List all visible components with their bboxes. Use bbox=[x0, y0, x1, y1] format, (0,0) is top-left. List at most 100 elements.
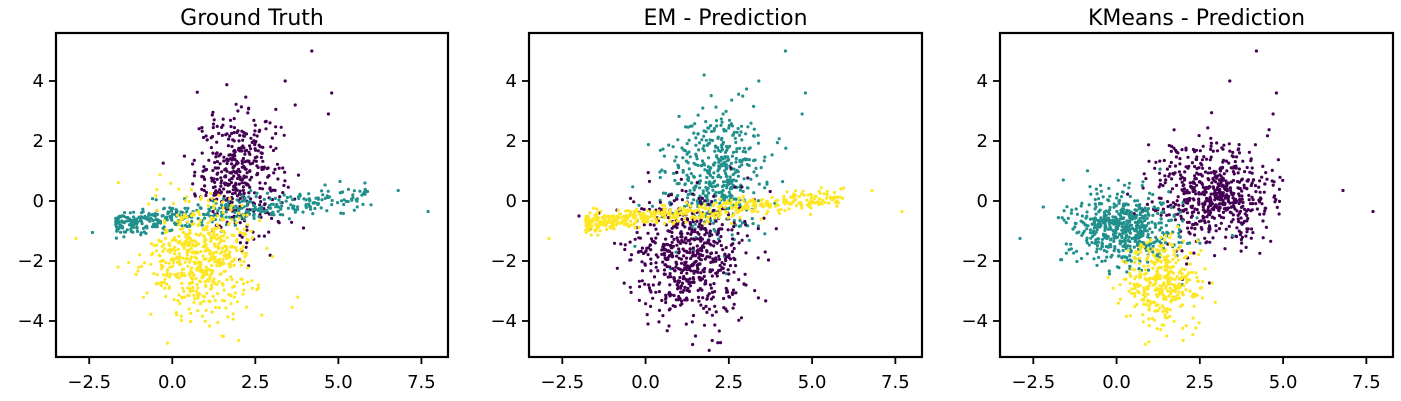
scatter-point bbox=[724, 202, 728, 206]
scatter-point bbox=[1116, 301, 1120, 305]
scatter-point bbox=[1097, 197, 1101, 201]
scatter-point bbox=[245, 228, 249, 232]
scatter-point bbox=[661, 147, 665, 151]
scatter-point bbox=[720, 192, 724, 196]
scatter-point bbox=[654, 261, 658, 265]
scatter-point bbox=[196, 286, 200, 290]
scatter-point bbox=[1095, 243, 1100, 248]
scatter-point bbox=[234, 182, 238, 187]
scatter-point bbox=[629, 253, 634, 257]
scatter-point bbox=[1157, 259, 1162, 263]
scatter-point bbox=[225, 132, 229, 136]
scatter-point bbox=[750, 217, 754, 221]
scatter-point bbox=[741, 194, 745, 199]
scatter-point bbox=[1119, 195, 1124, 199]
scatter-point bbox=[1145, 257, 1149, 262]
scatter-point bbox=[1137, 291, 1141, 295]
scatter-point bbox=[706, 165, 711, 169]
scatter-point bbox=[217, 306, 221, 310]
scatter-point bbox=[1151, 192, 1155, 197]
scatter-point bbox=[629, 223, 634, 227]
scatter-point bbox=[1276, 158, 1280, 162]
scatter-point bbox=[628, 196, 633, 200]
scatter-point bbox=[623, 243, 627, 247]
scatter-point bbox=[621, 220, 625, 224]
scatter-point bbox=[258, 203, 262, 207]
scatter-point bbox=[606, 215, 611, 219]
scatter-point bbox=[252, 133, 256, 137]
scatter-point bbox=[215, 233, 219, 237]
scatter-point bbox=[230, 144, 234, 149]
scatter-point bbox=[169, 258, 173, 262]
scatter-point bbox=[732, 270, 736, 274]
scatter-point bbox=[224, 223, 229, 227]
scatter-point bbox=[1116, 178, 1120, 182]
scatter-point bbox=[1112, 239, 1116, 243]
scatter-point bbox=[1250, 227, 1254, 231]
scatter-point bbox=[870, 188, 874, 193]
scatter-point bbox=[194, 276, 198, 281]
scatter-point bbox=[1257, 185, 1261, 189]
scatter-point bbox=[680, 217, 684, 221]
scatter-point bbox=[277, 166, 281, 170]
scatter-point bbox=[232, 174, 236, 178]
scatter-point bbox=[699, 303, 703, 307]
scatter-point bbox=[1277, 199, 1282, 203]
scatter-point bbox=[215, 264, 219, 268]
scatter-point bbox=[168, 206, 172, 210]
scatter-point bbox=[215, 124, 219, 128]
scatter-point bbox=[705, 241, 709, 245]
scatter-point bbox=[218, 162, 222, 166]
scatter-point bbox=[723, 252, 727, 256]
scatter-point bbox=[733, 136, 737, 140]
scatter-point bbox=[807, 204, 811, 208]
scatter-point bbox=[805, 198, 809, 202]
scatter-point bbox=[180, 281, 184, 285]
scatter-point bbox=[1176, 293, 1180, 297]
scatter-point bbox=[758, 203, 763, 207]
scatter-point bbox=[723, 155, 727, 159]
scatter-point bbox=[596, 217, 600, 221]
scatter-point bbox=[702, 222, 707, 226]
scatter-point bbox=[1079, 204, 1083, 208]
scatter-point bbox=[1176, 225, 1180, 229]
scatter-point bbox=[714, 201, 718, 205]
scatter-point bbox=[308, 205, 312, 209]
scatter-point bbox=[1141, 313, 1145, 317]
scatter-point bbox=[687, 227, 692, 231]
scatter-point bbox=[1143, 214, 1147, 218]
scatter-point bbox=[1075, 231, 1079, 235]
scatter-point bbox=[809, 196, 813, 200]
scatter-point bbox=[731, 150, 736, 154]
scatter-point bbox=[712, 163, 716, 167]
scatter-point bbox=[240, 235, 244, 239]
scatter-point bbox=[281, 213, 285, 217]
scatter-point bbox=[1241, 159, 1245, 163]
scatter-point bbox=[654, 227, 658, 231]
scatter-point bbox=[725, 186, 729, 190]
scatter-point bbox=[593, 213, 597, 217]
scatter-point bbox=[145, 291, 149, 295]
scatter-point bbox=[1227, 224, 1231, 228]
scatter-point bbox=[677, 240, 681, 244]
y-tick-label: 4 bbox=[977, 71, 988, 92]
scatter-point bbox=[1151, 276, 1155, 280]
scatter-point bbox=[731, 288, 736, 292]
scatter-point bbox=[226, 315, 230, 319]
scatter-point bbox=[682, 274, 686, 279]
scatter-point bbox=[1081, 220, 1085, 224]
scatter-point bbox=[1129, 215, 1133, 219]
scatter-point bbox=[1129, 212, 1133, 216]
scatter-point bbox=[1191, 316, 1195, 320]
scatter-point bbox=[1133, 268, 1137, 272]
scatter-point bbox=[1177, 290, 1181, 294]
scatter-point bbox=[249, 136, 253, 140]
scatter-point bbox=[199, 260, 203, 265]
scatter-point bbox=[268, 121, 272, 125]
scatter-point bbox=[688, 155, 692, 159]
scatter-point bbox=[137, 216, 141, 220]
scatter-point bbox=[1217, 227, 1222, 231]
scatter-point bbox=[227, 262, 231, 266]
scatter-point bbox=[836, 200, 840, 204]
scatter-point bbox=[1206, 213, 1211, 217]
